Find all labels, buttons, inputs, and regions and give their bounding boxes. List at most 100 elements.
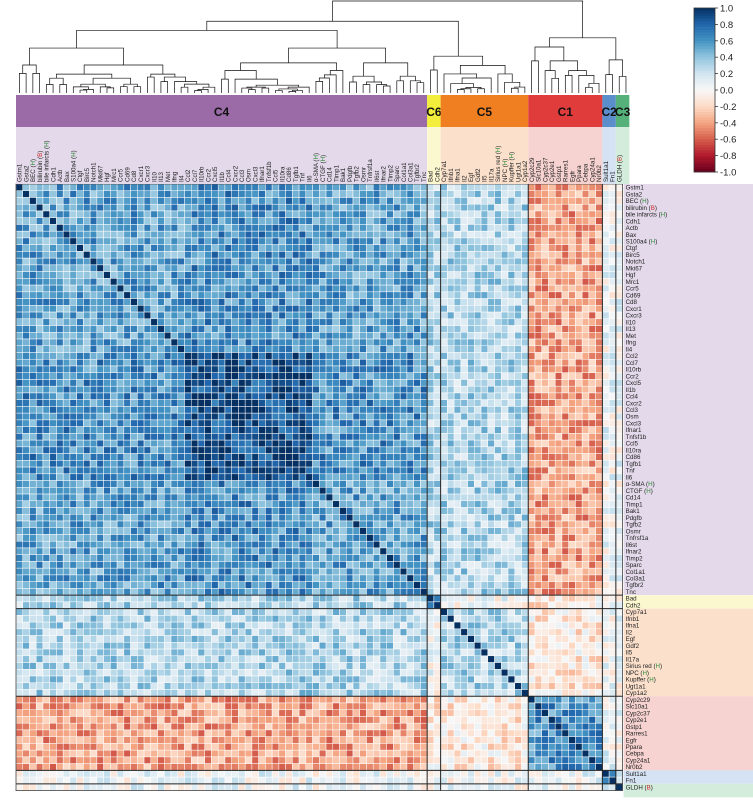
heatmap-cell — [49, 230, 57, 239]
heatmap-cell — [224, 426, 232, 434]
heatmap-cell — [440, 365, 448, 373]
heatmap-cell — [190, 291, 199, 299]
heatmap-cell — [143, 210, 152, 218]
heatmap-cell — [366, 412, 374, 421]
heatmap-cell — [170, 446, 179, 454]
heatmap-cell — [420, 540, 428, 549]
heatmap-cell — [615, 453, 623, 461]
heatmap-cell — [184, 540, 192, 549]
heatmap-cell — [96, 271, 104, 279]
heatmap-cell — [325, 507, 334, 515]
heatmap-cell — [258, 453, 266, 461]
heatmap-cell — [265, 547, 273, 555]
heatmap-cell — [143, 203, 152, 212]
heatmap-cell — [265, 460, 273, 468]
heatmap-cell — [413, 244, 421, 252]
heatmap-cell — [541, 466, 549, 475]
heatmap-cell — [460, 278, 468, 286]
heatmap-cell — [352, 278, 360, 286]
heatmap-cell — [62, 224, 71, 232]
heatmap-cell — [541, 399, 549, 407]
heatmap-cell — [312, 540, 320, 549]
heatmap-cell — [251, 480, 259, 488]
heatmap-cell — [393, 540, 401, 549]
heatmap-cell — [608, 257, 617, 266]
heatmap-cell — [393, 527, 401, 535]
heatmap-cell — [413, 399, 421, 407]
heatmap-cell — [325, 379, 334, 387]
heatmap-cell — [190, 473, 199, 481]
heatmap-cell — [602, 311, 610, 320]
heatmap-cell — [217, 433, 226, 441]
heatmap-cell — [332, 271, 340, 279]
heatmap-cell — [143, 365, 152, 373]
heatmap-cell — [190, 298, 199, 306]
heatmap-cell — [217, 278, 226, 286]
heatmap-cell — [561, 338, 569, 347]
heatmap-cell — [238, 554, 246, 562]
heatmap-cell — [480, 251, 489, 259]
heatmap-cell — [615, 433, 623, 441]
heatmap-cell — [190, 278, 199, 286]
heatmap-cell — [474, 540, 482, 549]
heatmap-cell — [339, 210, 347, 218]
heatmap-cell — [29, 311, 37, 320]
heatmap-cell — [595, 197, 603, 205]
heatmap-cell — [413, 203, 421, 212]
heatmap-cell — [386, 345, 394, 353]
heatmap-cell — [110, 392, 118, 400]
heatmap-cell — [89, 244, 98, 252]
heatmap-cell — [575, 406, 583, 414]
heatmap-cell — [49, 406, 57, 414]
heatmap-cell — [359, 210, 367, 218]
heatmap-cell — [541, 453, 549, 461]
heatmap-cell — [211, 487, 219, 495]
heatmap-cell — [76, 278, 84, 286]
heatmap-cell — [527, 244, 536, 252]
heatmap-cell — [292, 217, 300, 225]
heatmap-cell — [197, 547, 205, 555]
heatmap-cell — [319, 305, 327, 313]
heatmap-cell — [346, 311, 354, 320]
heatmap-cell — [501, 527, 509, 535]
heatmap-cell — [271, 338, 280, 347]
heatmap-cell — [197, 446, 205, 454]
heatmap-cell — [22, 271, 30, 279]
heatmap-cell — [554, 311, 563, 320]
heatmap-cell — [494, 547, 502, 555]
heatmap-cell — [474, 412, 482, 421]
heatmap-cell — [494, 433, 502, 441]
heatmap-cell — [278, 311, 286, 320]
heatmap-cell — [116, 278, 125, 286]
heatmap-cell — [413, 284, 421, 293]
heatmap-cell — [116, 406, 125, 414]
heatmap-cell — [352, 365, 360, 373]
heatmap-cell — [177, 210, 185, 218]
heatmap-cell — [568, 271, 576, 279]
heatmap-cell — [251, 379, 259, 387]
heatmap-cell — [285, 554, 293, 562]
heatmap-cell — [467, 210, 475, 218]
heatmap-cell — [608, 305, 617, 313]
heatmap-cell — [278, 298, 286, 306]
heatmap-cell — [319, 298, 327, 306]
heatmap-cell — [480, 547, 489, 555]
heatmap-cell — [150, 426, 158, 434]
heatmap-cell — [521, 379, 529, 387]
heatmap-cell — [76, 446, 84, 454]
heatmap-cell — [164, 419, 172, 427]
heatmap-cell — [56, 493, 64, 502]
heatmap-cell — [62, 338, 71, 347]
heatmap-cell — [116, 190, 125, 198]
heatmap-cell — [575, 257, 583, 266]
heatmap-cell — [494, 426, 502, 434]
heatmap-cell — [258, 419, 266, 427]
heatmap-cell — [379, 365, 387, 373]
heatmap-cell — [554, 358, 563, 367]
heatmap-cell — [346, 318, 354, 326]
heatmap-cell — [96, 264, 104, 272]
heatmap-cell — [190, 203, 199, 212]
heatmap-cell — [29, 230, 37, 239]
heatmap-cell — [305, 257, 313, 266]
heatmap-cell — [130, 439, 138, 448]
